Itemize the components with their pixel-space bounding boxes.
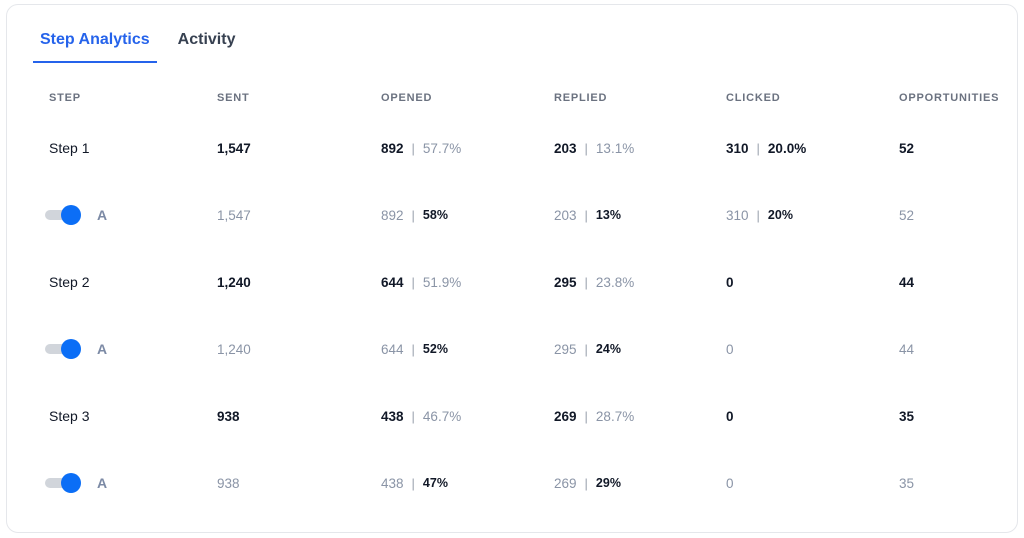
column-header-sent: SENT: [217, 92, 250, 104]
sent-value: 1,547: [217, 207, 251, 223]
step-name: Step 3: [49, 408, 90, 424]
sent-value: 1,240: [217, 274, 251, 290]
table-row-step-3[interactable]: Step 3 938 438 | 46.7% 269 | 28.7% 0 35: [7, 396, 1019, 436]
opened-count: 438: [381, 475, 404, 491]
separator: |: [411, 207, 415, 223]
step-analytics-card: Step Analytics Activity STEP SENT OPENED…: [6, 4, 1018, 533]
opened-count: 892: [381, 207, 404, 223]
column-header-step: STEP: [49, 92, 81, 104]
opportunities-value: 35: [899, 475, 915, 491]
separator: |: [584, 475, 588, 491]
separator: |: [756, 207, 760, 223]
replied-rate: 29%: [595, 476, 621, 490]
separator: |: [411, 408, 415, 424]
variant-label: A: [97, 475, 108, 491]
tab-step-analytics[interactable]: Step Analytics: [33, 5, 157, 63]
separator: |: [411, 475, 415, 491]
opened-rate: 52%: [422, 342, 448, 356]
separator: |: [584, 274, 588, 290]
separator: |: [584, 207, 588, 223]
sent-value: 1,547: [217, 140, 251, 156]
column-header-opportunities: OPPORTUNITIES: [899, 92, 1000, 104]
toggle-knob: [61, 473, 81, 493]
table-row-step-1[interactable]: Step 1 1,547 892 | 57.7% 203 | 13.1% 310 | 20.…: [7, 128, 1019, 168]
opportunities-value: 44: [899, 274, 915, 290]
replied-rate: 24%: [595, 342, 621, 356]
table-row-variant-3a: A 938 438 | 47% 269 | 29% 0 35: [7, 463, 1019, 503]
separator: |: [411, 274, 415, 290]
opportunities-value: 35: [899, 408, 915, 424]
replied-rate: 23.8%: [595, 274, 635, 290]
sent-value: 938: [217, 408, 240, 424]
replied-rate: 13%: [595, 208, 621, 222]
separator: |: [584, 408, 588, 424]
clicked-count: 0: [726, 475, 734, 491]
toggle-knob: [61, 339, 81, 359]
variant-toggle[interactable]: [45, 473, 81, 493]
tab-activity[interactable]: Activity: [177, 31, 236, 48]
tab-bar: Step Analytics Activity: [33, 5, 242, 63]
clicked-count: 310: [726, 207, 749, 223]
column-header-opened: OPENED: [381, 92, 433, 104]
opened-rate: 47%: [422, 476, 448, 490]
opened-count: 644: [381, 341, 404, 357]
opportunities-value: 52: [899, 207, 915, 223]
column-header-replied: REPLIED: [554, 92, 608, 104]
separator: |: [584, 140, 588, 156]
sent-value: 1,240: [217, 341, 251, 357]
table-row-variant-2a: A 1,240 644 | 52% 295 | 24% 0 44: [7, 329, 1019, 369]
replied-count: 295: [554, 341, 577, 357]
separator: |: [411, 341, 415, 357]
separator: |: [411, 140, 415, 156]
replied-count: 295: [554, 274, 577, 290]
separator: |: [584, 341, 588, 357]
separator: |: [756, 140, 760, 156]
opened-rate: 46.7%: [422, 408, 462, 424]
replied-count: 269: [554, 408, 577, 424]
opened-rate: 58%: [422, 208, 448, 222]
opened-count: 892: [381, 140, 404, 156]
opened-count: 438: [381, 408, 404, 424]
replied-rate: 13.1%: [595, 140, 635, 156]
opportunities-value: 52: [899, 140, 915, 156]
variant-label: A: [97, 207, 108, 223]
clicked-rate: 20.0%: [767, 140, 807, 156]
table-row-step-2[interactable]: Step 2 1,240 644 | 51.9% 295 | 23.8% 0 44: [7, 262, 1019, 302]
replied-count: 203: [554, 207, 577, 223]
replied-count: 269: [554, 475, 577, 491]
column-header-clicked: CLICKED: [726, 92, 781, 104]
clicked-count: 0: [726, 341, 734, 357]
variant-toggle[interactable]: [45, 205, 81, 225]
variant-label: A: [97, 341, 108, 357]
toggle-knob: [61, 205, 81, 225]
table-row-variant-1a: A 1,547 892 | 58% 203 | 13% 310 | 20% 52: [7, 195, 1019, 235]
opportunities-value: 44: [899, 341, 915, 357]
opened-count: 644: [381, 274, 404, 290]
step-name: Step 1: [49, 140, 90, 156]
replied-count: 203: [554, 140, 577, 156]
sent-value: 938: [217, 475, 240, 491]
variant-toggle[interactable]: [45, 339, 81, 359]
step-name: Step 2: [49, 274, 90, 290]
opened-rate: 57.7%: [422, 140, 462, 156]
opened-rate: 51.9%: [422, 274, 462, 290]
clicked-count: 0: [726, 408, 734, 424]
clicked-count: 310: [726, 140, 749, 156]
clicked-rate: 20%: [767, 208, 793, 222]
replied-rate: 28.7%: [595, 408, 635, 424]
clicked-count: 0: [726, 274, 734, 290]
